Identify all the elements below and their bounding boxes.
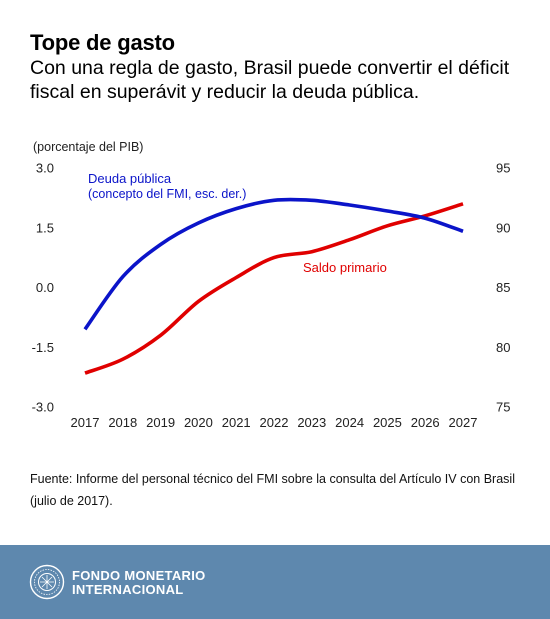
debt-series-sublabel: (concepto del FMI, esc. der.) <box>88 187 246 201</box>
x-axis-tick-label: 2017 <box>71 415 100 430</box>
imf-wordmark: FONDO MONETARIO INTERNACIONAL <box>72 569 206 597</box>
x-axis-tick-label: 2023 <box>297 415 326 430</box>
right-axis-tick-label: 90 <box>496 220 510 235</box>
left-axis-tick-label: 3.0 <box>36 161 54 176</box>
imf-seal-icon <box>29 564 65 600</box>
chart-title: Tope de gasto <box>30 30 175 55</box>
right-axis-tick-label: 95 <box>496 161 510 176</box>
x-axis-tick-label: 2024 <box>335 415 364 430</box>
debt-series-label: Deuda pública <box>88 171 172 186</box>
x-axis-tick-label: 2025 <box>373 415 402 430</box>
x-axis-tick-label: 2021 <box>222 415 251 430</box>
footer-bar: FONDO MONETARIO INTERNACIONAL <box>0 545 550 619</box>
left-axis-tick-label: -3.0 <box>32 400 54 415</box>
left-axis-tick-label: 1.5 <box>36 220 54 235</box>
right-axis-tick-label: 75 <box>496 400 510 415</box>
line-chart: (porcentaje del PIB) 3.0 1.5 0.0 -1.5 -3.0 95 9… <box>32 140 511 430</box>
chart-subtitle: Con una regla de gasto, Brasil puede con… <box>30 57 510 103</box>
x-axis-tick-label: 2018 <box>108 415 137 430</box>
left-axis-tick-label: -1.5 <box>32 340 54 355</box>
right-axis-tick-label: 80 <box>496 340 510 355</box>
x-axis-tick-label: 2026 <box>411 415 440 430</box>
primary-balance-series-label: Saldo primario <box>303 260 387 275</box>
x-axis-tick-label: 2019 <box>146 415 175 430</box>
right-axis-tick-label: 85 <box>496 280 510 295</box>
brand-line-1: FONDO MONETARIO <box>72 568 206 583</box>
primary-balance-series-line <box>84 202 464 375</box>
y-unit-label: (porcentaje del PIB) <box>33 140 143 154</box>
x-axis-tick-label: 2027 <box>449 415 478 430</box>
source-note: Fuente: Informe del personal técnico del… <box>30 472 515 508</box>
left-axis-tick-label: 0.0 <box>36 280 54 295</box>
x-axis-tick-label: 2022 <box>260 415 289 430</box>
brand-line-2: INTERNACIONAL <box>72 582 184 597</box>
debt-series-line <box>83 197 464 331</box>
x-axis-tick-label: 2020 <box>184 415 213 430</box>
